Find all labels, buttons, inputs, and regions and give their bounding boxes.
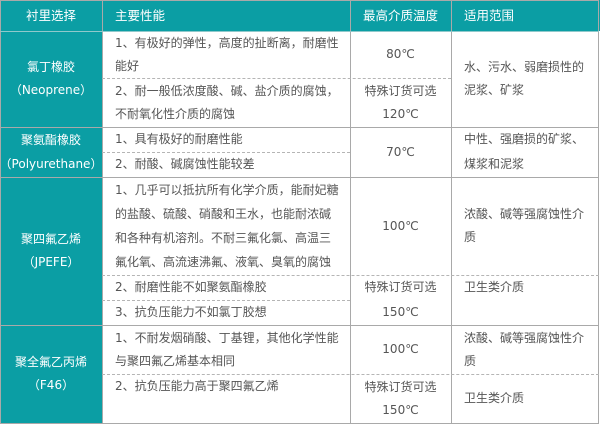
application-cell: 水、污水、弱磨损性的泥浆、矿浆 bbox=[464, 60, 585, 97]
border bbox=[350, 0, 351, 424]
lining-name: 聚四氟乙烯 bbox=[20, 232, 81, 246]
border bbox=[0, 31, 599, 32]
border bbox=[0, 0, 1, 424]
lining-name-en: （Neoprene） bbox=[9, 83, 93, 97]
temp-value: 150℃ bbox=[382, 305, 419, 319]
property-cell: 2、耐一般低浓度酸、碱、盐介质的腐蚀，不耐氧化性介质的腐蚀 bbox=[115, 83, 339, 121]
header-max-temp: 最高介质温度 bbox=[350, 0, 451, 31]
border bbox=[0, 325, 599, 326]
lining-name: 氯丁橡胶 bbox=[26, 60, 75, 74]
temp-value: 120℃ bbox=[382, 106, 419, 121]
lining-name-en: （F46） bbox=[27, 378, 75, 392]
application-cell: 浓酸、碱等强腐蚀性介质 bbox=[464, 207, 585, 244]
header-application: 适用范围 bbox=[451, 0, 600, 31]
application-cell: 浓酸、碱等强腐蚀性介质 bbox=[464, 330, 585, 368]
property-cell: 1、有极好的弹性，高度的扯断离，耐磨性能好 bbox=[115, 35, 339, 73]
property-cell: 2、耐酸、碱腐蚀性能较差 bbox=[115, 157, 255, 171]
border bbox=[102, 0, 103, 424]
temp-value: 150℃ bbox=[382, 402, 419, 417]
temp-cell: 70℃ bbox=[386, 144, 415, 159]
border bbox=[0, 0, 599, 1]
dashed-divider bbox=[102, 275, 599, 276]
border bbox=[451, 0, 452, 424]
application-cell: 中性、强磨损的矿浆、煤浆和泥浆 bbox=[464, 132, 585, 171]
application-cell: 卫生类介质 bbox=[464, 280, 525, 294]
lining-name: 聚全氟乙丙烯 bbox=[14, 355, 87, 369]
temp-cell: 100℃ bbox=[382, 218, 419, 233]
temp-cell: 特殊订货可选 120℃ bbox=[350, 78, 451, 127]
temp-cell: 特殊订货可选 150℃ bbox=[350, 275, 451, 325]
dashed-divider bbox=[102, 78, 451, 79]
lining-neoprene: 氯丁橡胶 （Neoprene） bbox=[0, 31, 102, 127]
property-cell: 2、抗负压能力高于聚四氟乙烯 bbox=[115, 379, 279, 393]
temp-cell: 100℃ bbox=[382, 342, 419, 356]
header-properties: 主要性能 bbox=[102, 0, 350, 31]
dashed-divider bbox=[102, 152, 350, 153]
lining-name-en: （Polyurethane） bbox=[0, 157, 103, 171]
property-cell: 1、不耐发烟硝酸、丁基锂，其他化学性能与聚四氟乙烯基本相同 bbox=[115, 330, 339, 368]
temp-cell: 特殊订货可选 150℃ bbox=[350, 374, 451, 423]
border bbox=[598, 0, 599, 424]
header-lining: 衬里选择 bbox=[0, 0, 102, 31]
property-cell: 1、具有极好的耐磨性能 bbox=[115, 132, 243, 146]
border bbox=[0, 177, 599, 178]
lining-polyurethane: 聚氨酯橡胶 （Polyurethane） bbox=[0, 127, 102, 177]
dashed-divider bbox=[102, 374, 599, 375]
temp-note: 特殊订货可选 bbox=[364, 83, 437, 98]
border bbox=[0, 423, 599, 424]
application-cell: 卫生类介质 bbox=[464, 391, 525, 405]
lining-name: 聚氨酯橡胶 bbox=[20, 133, 81, 147]
lining-f46: 聚全氟乙丙烯 （F46） bbox=[0, 325, 102, 423]
border bbox=[0, 127, 599, 128]
property-cell: 2、耐磨性能不如聚氨酯橡胶 bbox=[115, 280, 267, 294]
lining-ptfe: 聚四氟乙烯 （JPEFE） bbox=[0, 177, 102, 325]
lining-name-en: （JPEFE） bbox=[22, 255, 80, 269]
dashed-divider bbox=[102, 300, 350, 301]
temp-cell: 80℃ bbox=[386, 47, 415, 61]
temp-note: 特殊订货可选 bbox=[364, 379, 437, 394]
property-cell: 3、抗负压能力不如氯丁胶想 bbox=[115, 305, 267, 319]
property-cell: 1、几乎可以抵抗所有化学介质，能耐妃糖的盐酸、硫酸、硝酸和王水，也能耐浓碱和各种… bbox=[115, 183, 339, 269]
temp-note: 特殊订货可选 bbox=[364, 280, 437, 294]
